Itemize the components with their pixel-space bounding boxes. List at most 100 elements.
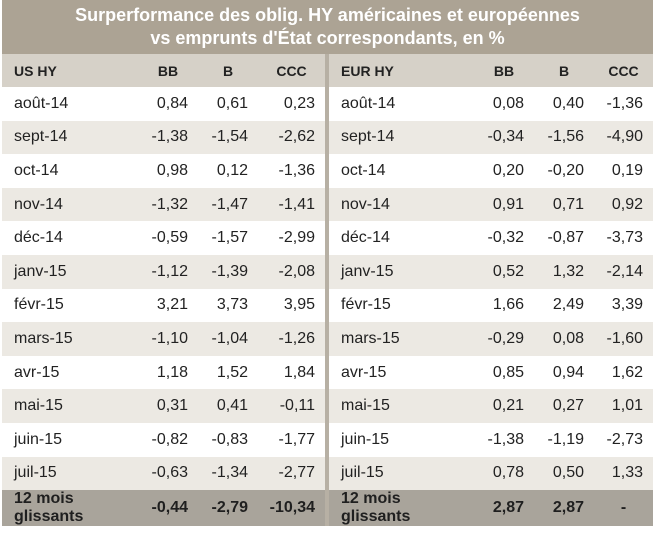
us-label-cell: sept-14 <box>2 120 138 155</box>
us-ccc-cell: -1,77 <box>278 430 315 448</box>
eur-b-cell: 0,71 <box>534 187 594 222</box>
us-ccc-cell: -1,36 <box>278 161 315 179</box>
us-label-cell: déc-14 <box>14 229 63 247</box>
us-b-cell: -1,57 <box>211 229 248 247</box>
eur-bb-cell: 0,78 <box>474 456 534 491</box>
us-bb-cell: 0,98 <box>156 161 188 179</box>
header-row: US HY BB B CCC EUR HY BB B CCC <box>2 54 653 87</box>
eur-ccc-header: CCC <box>594 54 653 87</box>
us-b-header: B <box>198 54 258 87</box>
us-bb-cell: -1,32 <box>138 187 198 222</box>
title-line-2: vs emprunts d'État correspondants, en % <box>150 28 505 48</box>
us-label-cell: janv-15 <box>2 254 138 289</box>
us-b-cell: -1,04 <box>198 322 258 356</box>
table-row: juil-15 -0,63 -1,34 -2,77 juil-15 0,78 0,50 1,3… <box>2 456 653 491</box>
eur-b-cell: -1,19 <box>547 430 584 448</box>
us-bb-cell: -0,59 <box>151 229 188 247</box>
eur-label-cell: avr-15 <box>325 355 474 390</box>
us-ccc-cell: -2,77 <box>258 456 327 491</box>
us-bb-cell: 0,84 <box>156 94 188 112</box>
us-ccc-cell: 1,84 <box>283 363 315 381</box>
eur-ccc-cell: -2,14 <box>594 254 653 289</box>
us-bb-cell: -0,63 <box>138 456 198 491</box>
us-label-cell: nov-14 <box>2 187 138 222</box>
eur-label-cell: août-14 <box>325 87 474 121</box>
eur-bb-cell: 1,66 <box>492 296 524 314</box>
eur-ccc-cell: -3,73 <box>606 229 643 247</box>
eur-footer-bb: 2,87 <box>474 490 534 527</box>
us-ccc-header: CCC <box>258 54 327 87</box>
us-ccc-cell: -2,99 <box>278 229 315 247</box>
footer-row: 12 mois glissants -0,44 -2,79 -10,34 12 … <box>2 490 653 527</box>
us-bb-cell: -1,12 <box>138 254 198 289</box>
eur-bb-cell: 0,85 <box>492 363 524 381</box>
eur-hy-header: EUR HY <box>325 54 474 87</box>
table-title: Surperformance des oblig. HY américaines… <box>2 0 653 54</box>
eur-footer-b: 2,87 <box>534 490 594 527</box>
eur-label-cell: déc-14 <box>325 221 474 255</box>
table-row: mars-15 -1,10 -1,04 -1,26 mars-15 -0,29 0,08 -1… <box>2 322 653 356</box>
table-row: janv-15 -1,12 -1,39 -2,08 janv-15 0,52 1,32 -2,… <box>2 254 653 289</box>
us-ccc-cell: -1,26 <box>258 322 327 356</box>
us-ccc-cell: -2,08 <box>258 254 327 289</box>
us-bb-cell: 1,18 <box>156 363 188 381</box>
us-bb-cell: -1,38 <box>138 120 198 155</box>
eur-label-cell: oct-14 <box>325 154 474 188</box>
us-b-cell: -1,34 <box>198 456 258 491</box>
eur-b-cell: 0,50 <box>534 456 594 491</box>
eur-footer-ccc: - <box>594 490 653 527</box>
us-label-cell: févr-15 <box>14 296 64 314</box>
us-bb-header: BB <box>138 54 198 87</box>
table-row: sept-14 -1,38 -1,54 -2,62 sept-14 -0,34 -1,56-… <box>2 120 653 155</box>
eur-b-header: B <box>534 54 594 87</box>
eur-label-cell: juil-15 <box>325 456 474 491</box>
eur-b-cell: -0,87 <box>547 229 584 247</box>
us-ccc-cell: -0,11 <box>258 389 327 423</box>
us-footer-label: 12 mois glissants <box>2 490 138 527</box>
us-ccc-cell: 3,95 <box>283 296 315 314</box>
eur-ccc-cell: 0,92 <box>594 187 653 222</box>
us-bb-cell: 3,21 <box>156 296 188 314</box>
us-b-cell: -1,47 <box>198 187 258 222</box>
performance-table-panel: Surperformance des oblig. HY américaines… <box>2 0 653 527</box>
eur-bb-cell: -1,38 <box>487 430 524 448</box>
table-row: févr-15 3,21 3,73 3,95 févr-15 1,66 2,49 3,39 <box>2 288 653 323</box>
us-label-cell: août-14 <box>14 94 69 112</box>
eur-bb-cell: 0,20 <box>492 161 524 179</box>
eur-bb-cell: -0,29 <box>474 322 534 356</box>
eur-bb-cell: 0,52 <box>474 254 534 289</box>
us-ccc-cell: -2,62 <box>258 120 327 155</box>
eur-label-cell: janv-15 <box>325 254 474 289</box>
eur-b-cell: -0,20 <box>547 161 584 179</box>
eur-b-cell: 2,49 <box>552 296 584 314</box>
eur-bb-cell: 0,91 <box>474 187 534 222</box>
us-footer-ccc: -10,34 <box>258 490 327 527</box>
us-label-cell: juil-15 <box>2 456 138 491</box>
eur-label-cell: nov-14 <box>325 187 474 222</box>
us-bb-cell: -0,82 <box>151 430 188 448</box>
eur-ccc-cell: 0,19 <box>611 161 643 179</box>
us-b-cell: 1,52 <box>216 363 248 381</box>
eur-bb-cell: -0,32 <box>487 229 524 247</box>
us-label-cell: avr-15 <box>14 363 60 381</box>
eur-b-cell: 1,32 <box>534 254 594 289</box>
eur-bb-header: BB <box>474 54 534 87</box>
eur-ccc-cell: -1,36 <box>606 94 643 112</box>
table-row: août-14 0,84 0,61 0,23 août-14 0,08 0,40 -1,36 <box>2 87 653 121</box>
eur-b-cell: 0,94 <box>552 363 584 381</box>
eur-footer-label: 12 mois glissants <box>325 490 474 527</box>
eur-ccc-cell: -1,60 <box>594 322 653 356</box>
eur-b-cell: 0,08 <box>534 322 594 356</box>
us-b-cell: 0,12 <box>216 161 248 179</box>
us-ccc-cell: 0,23 <box>283 94 315 112</box>
us-b-cell: 0,41 <box>198 389 258 423</box>
us-ccc-cell: -1,41 <box>258 187 327 222</box>
table-row: nov-14 -1,32 -1,47 -1,41 nov-14 0,91 0,71 0,92 <box>2 187 653 222</box>
title-line-1: Surperformance des oblig. HY américaines… <box>75 5 580 25</box>
eur-label-cell: mai-15 <box>325 389 474 423</box>
eur-label-cell: févr-15 <box>325 288 474 323</box>
us-hy-header: US HY <box>2 54 138 87</box>
us-footer-bb: -0,44 <box>138 490 198 527</box>
eur-bb-cell: 0,08 <box>492 94 524 112</box>
us-b-cell: -1,54 <box>198 120 258 155</box>
